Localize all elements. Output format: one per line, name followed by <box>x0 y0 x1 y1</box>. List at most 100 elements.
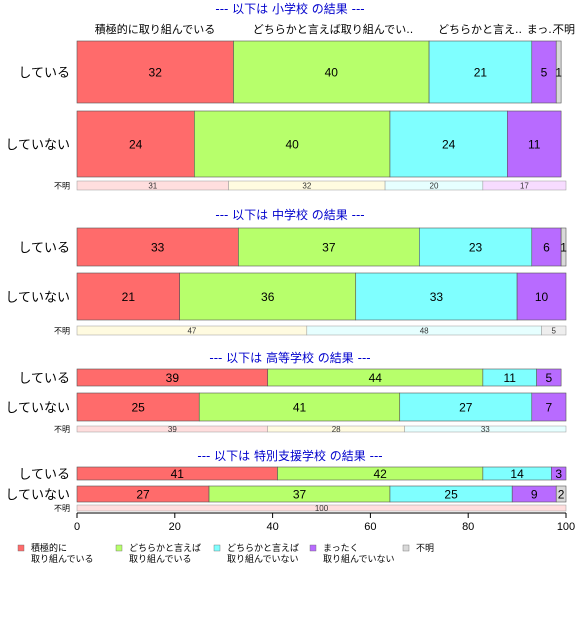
unknown-data-label: 39 <box>168 425 177 434</box>
bar-segment <box>555 485 567 503</box>
unknown-row-label: 不明 <box>54 327 70 336</box>
category-header: 積極的に取り組んでいる <box>95 22 215 36</box>
bar-segment <box>233 40 430 104</box>
bar-segment <box>507 110 562 178</box>
x-tick-label: 80 <box>462 521 474 533</box>
x-tick-label: 20 <box>169 521 181 533</box>
data-label: 44 <box>369 371 383 385</box>
legend-label: 取り組んでいる <box>31 553 94 565</box>
data-label: 33 <box>151 241 165 255</box>
data-label: 25 <box>131 401 145 415</box>
unknown-data-label: 47 <box>187 327 196 336</box>
unknown-data-label: 32 <box>302 182 311 191</box>
bar-segment <box>76 272 180 321</box>
unknown-row-label: 不明 <box>54 182 70 191</box>
bar-segment <box>418 227 533 267</box>
data-label: 33 <box>430 290 444 304</box>
unknown-data-label: 28 <box>332 425 341 434</box>
data-label: 21 <box>474 66 488 80</box>
bar-segment <box>76 110 195 178</box>
row-label: していない <box>5 291 70 306</box>
data-label: 23 <box>469 241 483 255</box>
data-label: 9 <box>531 488 538 502</box>
x-tick-label: 0 <box>74 521 80 533</box>
x-tick-label: 100 <box>557 521 575 533</box>
unknown-bar-segment <box>404 425 567 433</box>
row-label: している <box>18 241 70 256</box>
data-label: 5 <box>541 66 548 80</box>
unknown-data-label: 17 <box>520 182 529 191</box>
data-label: 40 <box>325 66 339 80</box>
data-label: 42 <box>374 467 388 481</box>
data-label: 32 <box>149 66 163 80</box>
legend-label: まったく <box>323 543 359 554</box>
x-tick-label: 40 <box>266 521 278 533</box>
data-label: 11 <box>504 371 517 385</box>
unknown-data-label: 5 <box>552 327 557 336</box>
data-label: 40 <box>285 138 299 152</box>
legend-swatch <box>213 544 221 552</box>
bar-segment <box>536 368 562 387</box>
bar-segment <box>194 110 391 178</box>
bar-segment <box>555 40 562 104</box>
legend-label: どちらかと言えば <box>227 542 299 554</box>
data-label: 6 <box>543 241 550 255</box>
bar-segment <box>355 272 518 321</box>
data-label: 21 <box>122 290 136 304</box>
data-label: 41 <box>293 401 307 415</box>
bar-segment <box>198 392 401 422</box>
bar-segment <box>76 40 234 104</box>
bar-segment <box>560 227 567 267</box>
data-label: 7 <box>546 401 553 415</box>
legend-swatch <box>17 544 25 552</box>
unknown-data-label: 31 <box>148 182 157 191</box>
unknown-row-label: 不明 <box>54 504 70 513</box>
data-label: 37 <box>322 241 336 255</box>
section-title: --- 以下は 小学校 の結果 --- <box>215 1 364 16</box>
data-label: 14 <box>510 467 524 481</box>
bar-segment <box>531 392 567 422</box>
legend-label: 不明 <box>416 543 434 554</box>
bar-segment <box>238 227 420 267</box>
data-label: 27 <box>459 401 473 415</box>
unknown-data-label: 48 <box>420 327 429 336</box>
bar-segment <box>399 392 533 422</box>
data-label: 24 <box>442 138 456 152</box>
bar-segment <box>428 40 533 104</box>
unknown-data-label: 100 <box>315 504 329 513</box>
data-label: 27 <box>136 488 150 502</box>
legend-swatch <box>402 544 410 552</box>
category-header: どちらかと言えば取り組んでい.. <box>253 23 413 36</box>
x-tick-label: 60 <box>364 521 376 533</box>
unknown-data-label: 33 <box>481 425 490 434</box>
row-label: していない <box>5 401 70 416</box>
data-label: 25 <box>444 488 458 502</box>
category-header: どちらかと言え.. <box>438 23 522 36</box>
data-label: 1 <box>555 66 562 80</box>
unknown-bar-segment <box>482 180 567 191</box>
legend-label: どちらかと言えば <box>129 542 201 554</box>
row-label: している <box>18 372 70 387</box>
data-label: 3 <box>555 467 562 481</box>
data-label: 11 <box>528 138 541 152</box>
section-title: --- 以下は 高等学校 の結果 --- <box>209 350 370 365</box>
row-label: していない <box>5 488 70 503</box>
category-header: 不明 <box>553 23 575 36</box>
bar-segment <box>76 392 200 422</box>
unknown-bar-segment <box>541 325 567 336</box>
unknown-data-label: 20 <box>430 182 439 191</box>
section-title: --- 以下は 特別支援学校 の結果 --- <box>197 448 382 463</box>
legend-label: 取り組んでいない <box>323 553 395 565</box>
legend-swatch <box>309 544 317 552</box>
data-label: 39 <box>166 371 180 385</box>
data-label: 1 <box>560 241 567 255</box>
bar-segment <box>551 466 567 481</box>
row-label: している <box>18 66 70 81</box>
bar-segment <box>76 227 239 267</box>
data-label: 24 <box>129 138 143 152</box>
bar-segment <box>531 227 562 267</box>
section-title: --- 以下は 中学校 の結果 --- <box>215 207 364 222</box>
data-label: 5 <box>546 371 553 385</box>
legend-swatch <box>115 544 123 552</box>
